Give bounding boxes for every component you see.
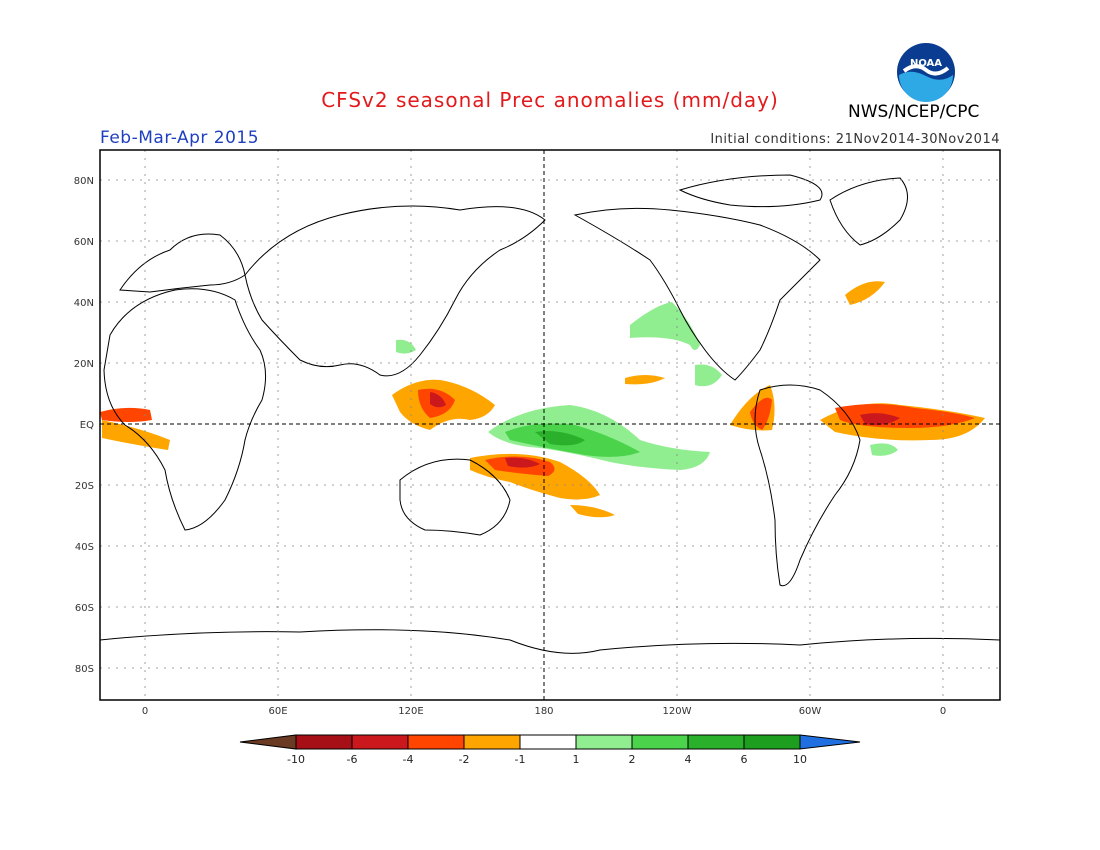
- agency-label: NWS/NCEP/CPC: [848, 102, 980, 122]
- colorbar-label: -10: [287, 753, 305, 766]
- coastlines: [99, 174, 1001, 654]
- colorbar-label: 4: [685, 753, 692, 766]
- lon-label: 0: [142, 706, 148, 717]
- colorbar-segment: [575, 734, 633, 750]
- gridlines: [100, 150, 1000, 700]
- initial-conditions-label: Initial conditions: 21Nov2014-30Nov2014: [710, 132, 1000, 147]
- latitude-labels: 80N 60N 40N 20N EQ 20S 40S 60S 80S: [74, 176, 94, 675]
- colorbar-segment: [687, 734, 745, 750]
- colorbar-segment: [239, 734, 297, 750]
- lat-label: 40S: [75, 542, 94, 553]
- lon-label: 60W: [799, 706, 822, 717]
- colorbar-label: 10: [793, 753, 807, 766]
- colorbar-label: -6: [347, 753, 358, 766]
- lat-label: 20N: [74, 359, 94, 370]
- colorbar-label: 1: [573, 753, 580, 766]
- lon-label: 60E: [268, 706, 287, 717]
- lat-label: 60N: [74, 237, 94, 248]
- logo-text: NOAA: [910, 58, 942, 69]
- colorbar-label: -2: [459, 753, 470, 766]
- lat-label: 20S: [75, 481, 94, 492]
- colorbar-label: 6: [741, 753, 748, 766]
- colorbar-segment: [407, 734, 465, 750]
- colorbar-segment: [799, 734, 861, 750]
- lon-label: 120E: [398, 706, 423, 717]
- lat-label: EQ: [80, 420, 94, 431]
- colorbar-segment: [295, 734, 353, 750]
- lat-label: 40N: [74, 298, 94, 309]
- lat-label: 80N: [74, 176, 94, 187]
- lon-label: 0: [940, 706, 946, 717]
- colorbar-segment: [519, 734, 577, 750]
- colorbar-label: 2: [629, 753, 636, 766]
- lat-label: 80S: [75, 664, 94, 675]
- colorbar: [239, 734, 861, 750]
- colorbar-labels: -10 -6 -4 -2 -1 1 2 4 6 10: [287, 753, 807, 766]
- lon-label: 120W: [663, 706, 692, 717]
- map-title: CFSv2 seasonal Prec anomalies (mm/day): [321, 88, 779, 112]
- colorbar-segment: [631, 734, 689, 750]
- lon-label: 180: [534, 706, 553, 717]
- season-label: Feb-Mar-Apr 2015: [100, 128, 260, 148]
- colorbar-label: -4: [403, 753, 414, 766]
- noaa-logo: NOAA: [897, 43, 955, 102]
- colorbar-segment: [351, 734, 409, 750]
- colorbar-label: -1: [515, 753, 526, 766]
- colorbar-segment: [463, 734, 521, 750]
- lat-label: 60S: [75, 603, 94, 614]
- longitude-labels: 0 60E 120E 180 120W 60W 0: [142, 706, 946, 717]
- colorbar-segment: [743, 734, 801, 750]
- map-frame: [99, 149, 1001, 701]
